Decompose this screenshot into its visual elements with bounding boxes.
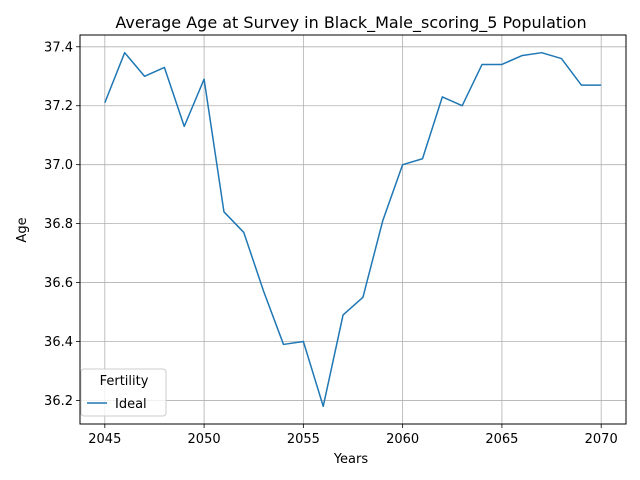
series-line-ideal (104, 51, 602, 408)
y-tick-label: 37.2 (44, 99, 73, 114)
y-axis: 36.2 36.4 36.6 36.8 37.0 37.2 37.4 (44, 40, 80, 409)
x-axis: 2045 2050 2055 2060 2065 2070 (88, 424, 618, 447)
x-tick-label: 2065 (485, 432, 518, 447)
x-tick-label: 2045 (88, 432, 121, 447)
series-group (104, 51, 602, 408)
legend-box (80, 368, 167, 417)
legend-label-ideal: Ideal (115, 397, 147, 412)
legend-title: Fertility (100, 374, 149, 389)
chart-title: Average Age at Survey in Black_Male_scor… (115, 13, 586, 33)
legend: Fertility Ideal (80, 368, 167, 417)
plot-frame (79, 34, 627, 425)
x-axis-label: Years (333, 452, 369, 467)
y-axis-label: Age (15, 217, 30, 242)
x-tick-label: 2060 (386, 432, 419, 447)
x-tick-label: 2055 (287, 432, 320, 447)
y-tick-label: 37.0 (44, 158, 73, 173)
y-tick-label: 36.2 (44, 394, 73, 409)
grid-lines (80, 35, 626, 424)
x-tick-label: 2070 (585, 432, 618, 447)
x-tick-label: 2050 (188, 432, 221, 447)
y-tick-label: 36.6 (44, 276, 73, 291)
y-tick-label: 36.4 (44, 335, 73, 350)
y-tick-label: 36.8 (44, 217, 73, 232)
y-tick-label: 37.4 (44, 40, 73, 55)
